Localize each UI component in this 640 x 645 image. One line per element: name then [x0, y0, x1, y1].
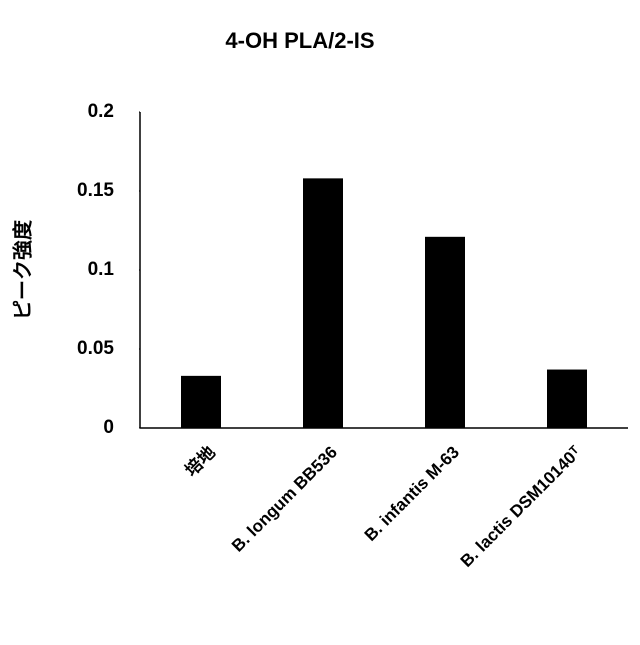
bar: [181, 376, 221, 428]
bar: [303, 178, 343, 428]
x-tick-label: 培地: [181, 442, 219, 480]
chart-title: 4-OH PLA/2-IS: [225, 28, 374, 53]
y-tick-label: 0.15: [77, 180, 114, 201]
y-tick-label: 0.1: [88, 259, 115, 280]
x-tick-label: B. infantis M-63: [361, 443, 463, 545]
x-tick-label: B. lactis DSM10140ᵀ: [457, 442, 586, 571]
bar: [425, 237, 465, 428]
chart: 4-OH PLA/2-IS ピーク強度 00.050.10.150.2培地B. …: [0, 0, 640, 640]
page: {"chart_data": {"type": "bar", "title": …: [0, 0, 640, 645]
y-tick-label: 0.05: [77, 338, 114, 359]
y-tick-label: 0: [103, 417, 114, 438]
y-tick-label: 0.2: [88, 101, 114, 122]
y-axis-label: ピーク強度: [10, 219, 34, 320]
bar: [547, 370, 587, 428]
x-tick-label: B. longum BB536: [228, 443, 341, 556]
